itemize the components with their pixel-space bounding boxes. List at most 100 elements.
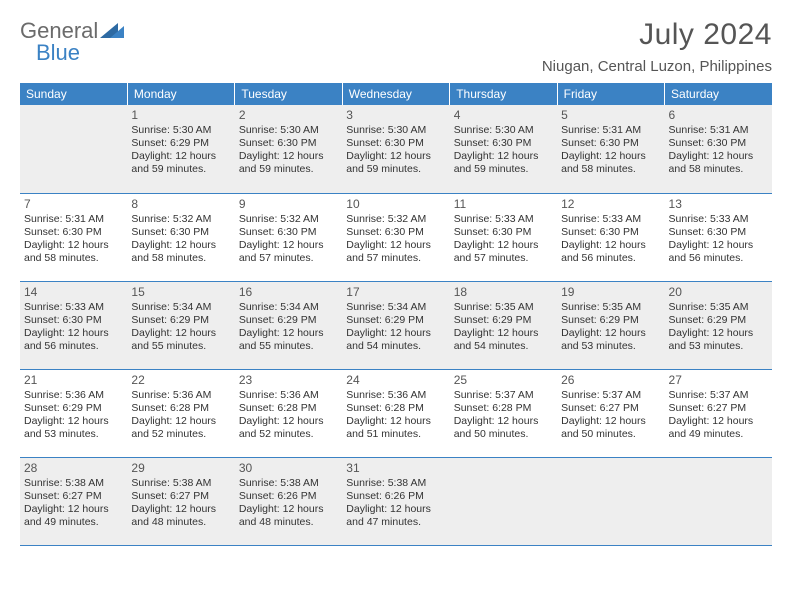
calendar-body: 1Sunrise: 5:30 AMSunset: 6:29 PMDaylight… [20,105,772,545]
day-header: Wednesday [342,83,449,105]
daylight-line: and 52 minutes. [131,428,230,441]
daylight-line: and 48 minutes. [131,516,230,529]
day-number: 22 [131,373,230,387]
daylight-line: and 52 minutes. [239,428,338,441]
day-number: 1 [131,108,230,122]
calendar-cell: 14Sunrise: 5:33 AMSunset: 6:30 PMDayligh… [20,281,127,369]
logo-triangle-icon [100,20,124,43]
sunset-line: Sunset: 6:29 PM [454,314,553,327]
calendar-cell: 27Sunrise: 5:37 AMSunset: 6:27 PMDayligh… [665,369,772,457]
location-label: Niugan, Central Luzon, Philippines [542,58,772,75]
sunrise-line: Sunrise: 5:38 AM [346,477,445,490]
day-header: Saturday [665,83,772,105]
calendar-cell: 23Sunrise: 5:36 AMSunset: 6:28 PMDayligh… [235,369,342,457]
daylight-line: Daylight: 12 hours [346,239,445,252]
daylight-line: and 47 minutes. [346,516,445,529]
calendar-table: SundayMondayTuesdayWednesdayThursdayFrid… [20,83,772,546]
sunset-line: Sunset: 6:30 PM [131,226,230,239]
day-number: 14 [24,285,123,299]
calendar-cell: 11Sunrise: 5:33 AMSunset: 6:30 PMDayligh… [450,193,557,281]
day-number: 2 [239,108,338,122]
daylight-line: and 54 minutes. [346,340,445,353]
daylight-line: Daylight: 12 hours [239,239,338,252]
calendar-cell: 30Sunrise: 5:38 AMSunset: 6:26 PMDayligh… [235,457,342,545]
day-header: Tuesday [235,83,342,105]
sunset-line: Sunset: 6:30 PM [346,226,445,239]
month-title: July 2024 [542,18,772,52]
daylight-line: and 55 minutes. [131,340,230,353]
sunset-line: Sunset: 6:30 PM [454,137,553,150]
day-number: 9 [239,197,338,211]
day-number: 24 [346,373,445,387]
daylight-line: and 55 minutes. [239,340,338,353]
sunrise-line: Sunrise: 5:32 AM [239,213,338,226]
calendar-cell: 20Sunrise: 5:35 AMSunset: 6:29 PMDayligh… [665,281,772,369]
sunset-line: Sunset: 6:28 PM [239,402,338,415]
daylight-line: Daylight: 12 hours [131,150,230,163]
daylight-line: Daylight: 12 hours [561,415,660,428]
day-number: 12 [561,197,660,211]
sunrise-line: Sunrise: 5:30 AM [131,124,230,137]
calendar-week-row: 7Sunrise: 5:31 AMSunset: 6:30 PMDaylight… [20,193,772,281]
calendar-cell: 21Sunrise: 5:36 AMSunset: 6:29 PMDayligh… [20,369,127,457]
sunrise-line: Sunrise: 5:31 AM [561,124,660,137]
sunrise-line: Sunrise: 5:33 AM [454,213,553,226]
calendar-cell: 28Sunrise: 5:38 AMSunset: 6:27 PMDayligh… [20,457,127,545]
sunrise-line: Sunrise: 5:32 AM [346,213,445,226]
day-number: 26 [561,373,660,387]
sunrise-line: Sunrise: 5:33 AM [669,213,768,226]
sunrise-line: Sunrise: 5:35 AM [561,301,660,314]
sunset-line: Sunset: 6:30 PM [669,226,768,239]
sunset-line: Sunset: 6:29 PM [131,137,230,150]
calendar-cell: 4Sunrise: 5:30 AMSunset: 6:30 PMDaylight… [450,105,557,193]
daylight-line: Daylight: 12 hours [131,327,230,340]
daylight-line: Daylight: 12 hours [24,415,123,428]
daylight-line: and 56 minutes. [561,252,660,265]
calendar-cell: 9 Sunrise: 5:32 AMSunset: 6:30 PMDaylight… [235,193,342,281]
sunset-line: Sunset: 6:30 PM [239,226,338,239]
calendar-cell: 22Sunrise: 5:36 AMSunset: 6:28 PMDayligh… [127,369,234,457]
daylight-line: and 58 minutes. [669,163,768,176]
day-number: 18 [454,285,553,299]
calendar-cell: 17Sunrise: 5:34 AMSunset: 6:29 PMDayligh… [342,281,449,369]
daylight-line: Daylight: 12 hours [346,150,445,163]
calendar-cell: 29Sunrise: 5:38 AMSunset: 6:27 PMDayligh… [127,457,234,545]
daylight-line: Daylight: 12 hours [24,503,123,516]
calendar-cell: 8Sunrise: 5:32 AMSunset: 6:30 PMDaylight… [127,193,234,281]
daylight-line: Daylight: 12 hours [561,327,660,340]
daylight-line: and 58 minutes. [24,252,123,265]
daylight-line: and 50 minutes. [454,428,553,441]
calendar-cell: 26Sunrise: 5:37 AMSunset: 6:27 PMDayligh… [557,369,664,457]
sunrise-line: Sunrise: 5:38 AM [24,477,123,490]
sunrise-line: Sunrise: 5:36 AM [239,389,338,402]
daylight-line: Daylight: 12 hours [669,150,768,163]
logo-text-blue: Blue [36,40,80,66]
day-header: Monday [127,83,234,105]
sunrise-line: Sunrise: 5:35 AM [454,301,553,314]
calendar-cell: 3Sunrise: 5:30 AMSunset: 6:30 PMDaylight… [342,105,449,193]
daylight-line: Daylight: 12 hours [454,239,553,252]
day-number: 3 [346,108,445,122]
sunrise-line: Sunrise: 5:30 AM [239,124,338,137]
sunset-line: Sunset: 6:30 PM [454,226,553,239]
daylight-line: Daylight: 12 hours [669,239,768,252]
sunset-line: Sunset: 6:27 PM [561,402,660,415]
daylight-line: Daylight: 12 hours [454,150,553,163]
day-header: Friday [557,83,664,105]
day-number: 10 [346,197,445,211]
daylight-line: Daylight: 12 hours [131,503,230,516]
daylight-line: Daylight: 12 hours [131,415,230,428]
daylight-line: and 48 minutes. [239,516,338,529]
daylight-line: and 56 minutes. [669,252,768,265]
sunrise-line: Sunrise: 5:37 AM [669,389,768,402]
daylight-line: Daylight: 12 hours [561,239,660,252]
daylight-line: Daylight: 12 hours [24,239,123,252]
sunrise-line: Sunrise: 5:31 AM [669,124,768,137]
day-number: 13 [669,197,768,211]
day-number: 16 [239,285,338,299]
day-header: Thursday [450,83,557,105]
sunrise-line: Sunrise: 5:38 AM [131,477,230,490]
sunrise-line: Sunrise: 5:34 AM [131,301,230,314]
sunset-line: Sunset: 6:30 PM [561,137,660,150]
calendar-cell [665,457,772,545]
